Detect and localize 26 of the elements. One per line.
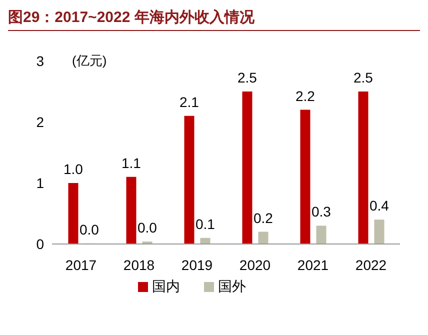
data-label: 1.1 xyxy=(122,154,142,171)
x-tick-label: 2018 xyxy=(123,256,155,273)
chart-title: 图29：2017~2022 年海内外收入情况 xyxy=(8,8,420,31)
data-label: 0.1 xyxy=(196,216,216,232)
x-tick-label: 2017 xyxy=(65,256,97,273)
legend-label: 国外 xyxy=(218,278,246,294)
x-tick-label: 2022 xyxy=(355,256,387,273)
data-label: 2.2 xyxy=(296,88,316,104)
y-tick-label: 3 xyxy=(36,52,44,69)
data-label: 2.5 xyxy=(354,70,374,86)
data-label: 0.0 xyxy=(138,220,158,236)
data-label: 0.4 xyxy=(370,198,390,214)
x-tick-label: 2021 xyxy=(297,256,329,273)
data-label: 1.0 xyxy=(64,161,84,177)
y-axis-title: (亿元) xyxy=(72,52,107,70)
y-tick-label: 0 xyxy=(36,236,44,252)
data-label: 2.1 xyxy=(180,94,200,110)
y-tick-label: 1 xyxy=(36,174,44,191)
data-label: 0.3 xyxy=(312,204,332,220)
data-label: 2.5 xyxy=(238,70,258,86)
data-label: 0.0 xyxy=(80,221,100,238)
y-tick-label: 2 xyxy=(36,114,44,130)
legend-label: 国内 xyxy=(152,278,180,294)
x-tick-label: 2019 xyxy=(181,256,213,273)
x-tick-label: 2020 xyxy=(239,256,271,273)
data-label: 0.2 xyxy=(254,210,274,226)
